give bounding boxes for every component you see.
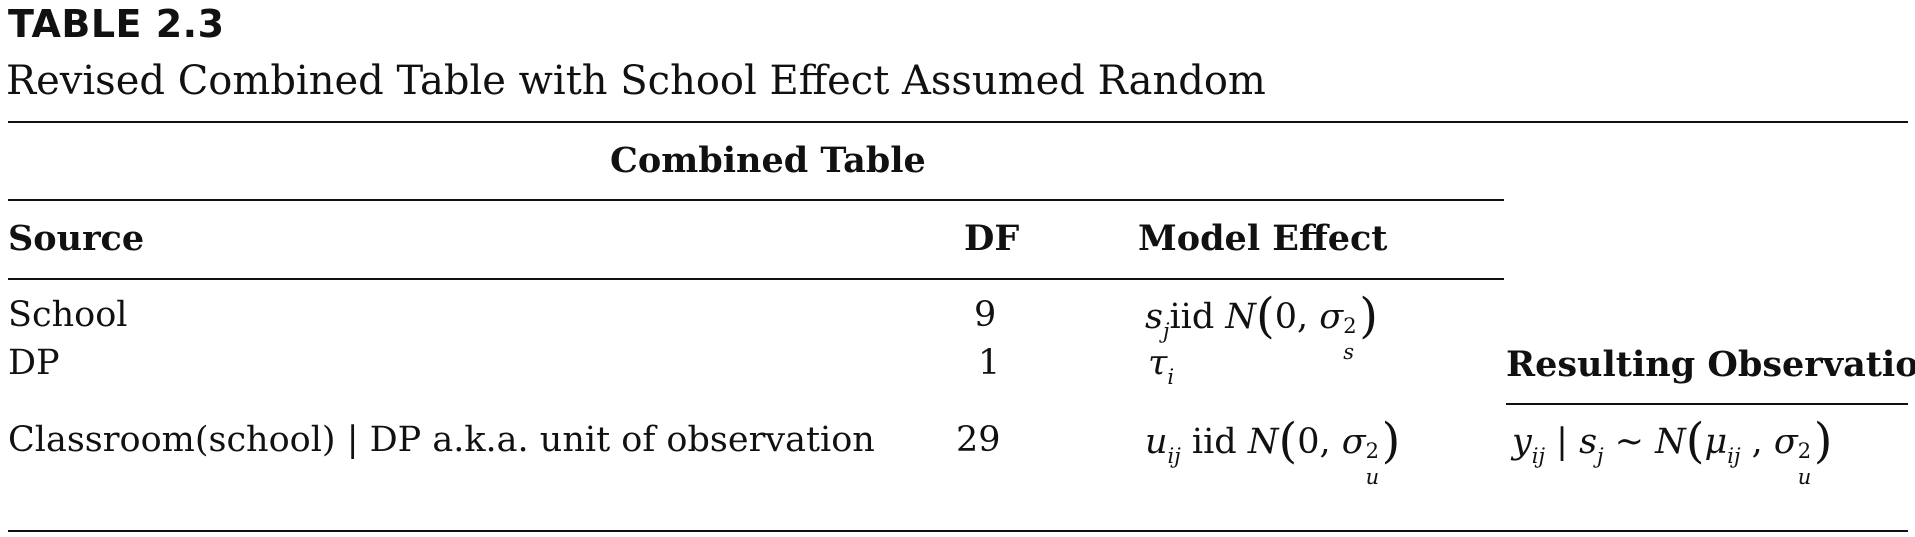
row-source-classroom: Classroom(school) | DP a.k.a. unit of ob… xyxy=(8,420,875,460)
column-header-source: Source xyxy=(8,218,145,259)
group-header: Combined Table xyxy=(610,140,926,181)
top-rule xyxy=(8,121,1908,123)
header-rule xyxy=(8,278,1504,280)
bottom-rule xyxy=(8,530,1908,532)
row-df-school: 9 xyxy=(974,295,997,335)
column-header-df: DF xyxy=(964,218,1020,259)
table-caption: Revised Combined Table with School Effec… xyxy=(6,58,1266,104)
row-effect-school: sjiid N(0, σ 2 s) xyxy=(1145,288,1378,364)
row-source-school: School xyxy=(8,295,128,335)
row-source-dp: DP xyxy=(8,343,60,383)
resulting-observation: yij | sj ~ N(μij , σ 2 u) xyxy=(1512,413,1833,489)
side-rule xyxy=(1506,403,1908,405)
table-number: TABLE 2.3 xyxy=(8,2,225,46)
group-rule xyxy=(8,199,1504,201)
column-header-model-effect: Model Effect xyxy=(1138,218,1388,259)
side-header-observation: Resulting Observation xyxy=(1506,344,1915,385)
row-df-classroom: 29 xyxy=(956,420,1001,460)
row-df-dp: 1 xyxy=(978,343,1001,383)
row-effect-dp: τi xyxy=(1148,343,1175,389)
row-effect-classroom: uij iid N(0, σ 2 u) xyxy=(1145,413,1401,489)
